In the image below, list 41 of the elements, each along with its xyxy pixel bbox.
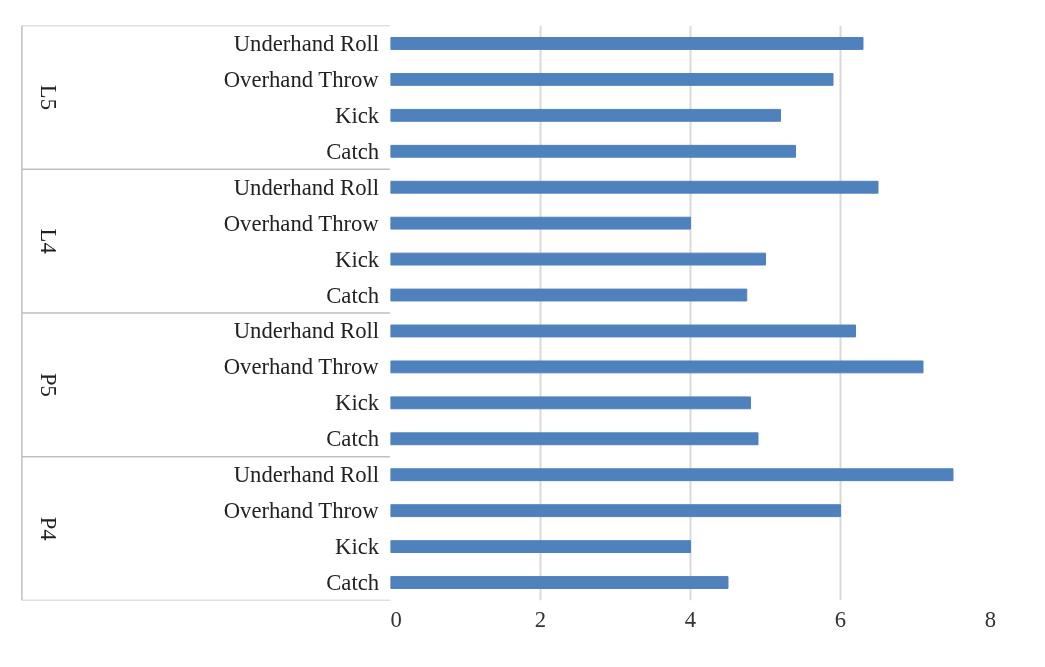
bar — [390, 576, 729, 589]
bar — [390, 396, 751, 410]
y-tick-label: Kick — [335, 534, 380, 560]
y-tick-label: Catch — [326, 282, 380, 308]
y-tick-label: Kick — [335, 102, 380, 128]
bar — [390, 144, 796, 158]
y-tick-label: Overhand Throw — [223, 210, 380, 236]
bar — [390, 180, 879, 194]
text: L5 — [36, 84, 61, 110]
bar — [390, 72, 834, 86]
y-tick-label: Kick — [335, 390, 380, 416]
bar — [390, 432, 759, 446]
x-tick-label: 8 — [984, 606, 997, 632]
bar — [390, 504, 841, 518]
text: L4 — [36, 228, 61, 254]
bar — [390, 324, 856, 338]
bar — [390, 37, 864, 50]
y-tick-label: Catch — [326, 570, 380, 596]
text: P4 — [36, 516, 61, 541]
y-tick-label: Underhand Roll — [233, 30, 380, 56]
y-tick-label: Overhand Throw — [223, 354, 380, 380]
y-tick-label: Underhand Roll — [233, 462, 380, 488]
y-tick-label: Catch — [326, 426, 380, 452]
bar — [390, 540, 691, 554]
y-tick-label: Underhand Roll — [233, 318, 380, 344]
bar — [390, 216, 691, 230]
bar — [390, 252, 766, 266]
x-tick-label: 6 — [834, 606, 847, 632]
x-tick-label: 0 — [390, 606, 402, 632]
y-tick-label: Underhand Roll — [233, 174, 380, 200]
bar — [390, 288, 748, 302]
x-tick-label: 4 — [684, 606, 697, 632]
y-tick-label: Overhand Throw — [223, 66, 380, 92]
bar — [390, 468, 954, 482]
y-tick-label: Overhand Throw — [223, 498, 380, 524]
x-tick-label: 2 — [534, 606, 547, 632]
y-tick-label: Kick — [335, 246, 380, 272]
bar — [390, 360, 924, 374]
text: P5 — [36, 372, 61, 397]
y-tick-label: Catch — [326, 138, 380, 164]
bar — [390, 108, 781, 122]
